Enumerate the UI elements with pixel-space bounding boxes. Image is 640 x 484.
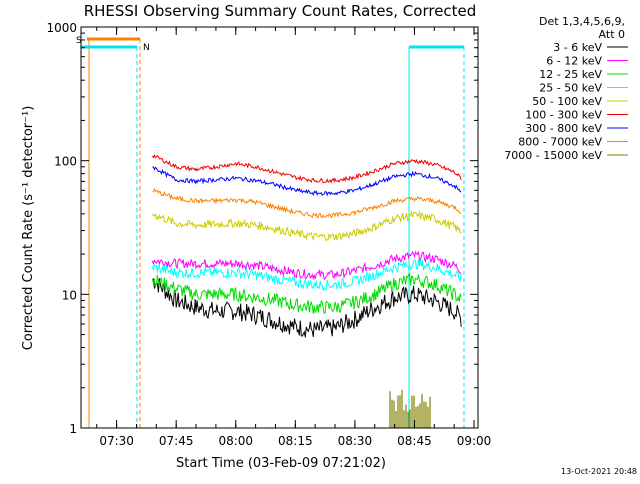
legend-header: Det 1,3,4,5,6,9, [539,15,625,28]
x-tick-label: 09:00 [457,434,492,448]
footer-date: 13-Oct-2021 20:48 [561,467,637,476]
series-line [151,259,462,292]
legend-label: 50 - 100 keV [532,95,602,108]
chart-title: RHESSI Observing Summary Count Rates, Co… [84,2,477,20]
series-line [151,250,462,281]
marker-label: N [143,43,150,53]
series-line [152,187,462,219]
legend-label: 300 - 800 keV [525,122,602,135]
y-axis-label: Corrected Count Rate (s⁻¹ detector⁻¹) [21,106,36,351]
x-tick-label: 08:15 [278,434,313,448]
legend-label: 7000 - 15000 keV [504,149,602,162]
series-line [151,154,462,184]
x-tick-label: 08:45 [397,434,432,448]
legend-label: 25 - 50 keV [539,82,602,95]
legend-header: Att 0 [599,28,625,41]
x-tick-label: 07:45 [159,434,194,448]
series-line [152,278,462,338]
y-tick-label: 1000 [46,21,77,35]
x-axis-label: Start Time (03-Feb-09 07:21:02) [176,456,386,471]
y-tick-label: 10 [62,288,77,302]
series-group [81,37,465,428]
legend-label: 100 - 300 keV [525,109,602,122]
legend-label: 3 - 6 keV [553,41,602,54]
y-tick-label: 100 [54,155,77,169]
series-line [152,166,462,197]
legend-label: 6 - 12 keV [546,55,602,68]
y-tick-label: 1 [69,422,77,436]
x-tick-label: 08:30 [338,434,373,448]
plot-area: SN [76,36,465,428]
series-line [151,272,462,315]
legend-label: 12 - 25 keV [539,68,602,81]
legend-label: 800 - 7000 keV [518,136,602,149]
x-tick-label: 07:30 [99,434,134,448]
series-line [152,210,462,242]
x-tick-label: 08:00 [218,434,253,448]
axes: 1 10 100 1000 07:30 07:45 08:00 08:15 08:30 08:45… [46,21,491,448]
marker-label: S [76,36,82,46]
axes-frame [80,26,479,429]
